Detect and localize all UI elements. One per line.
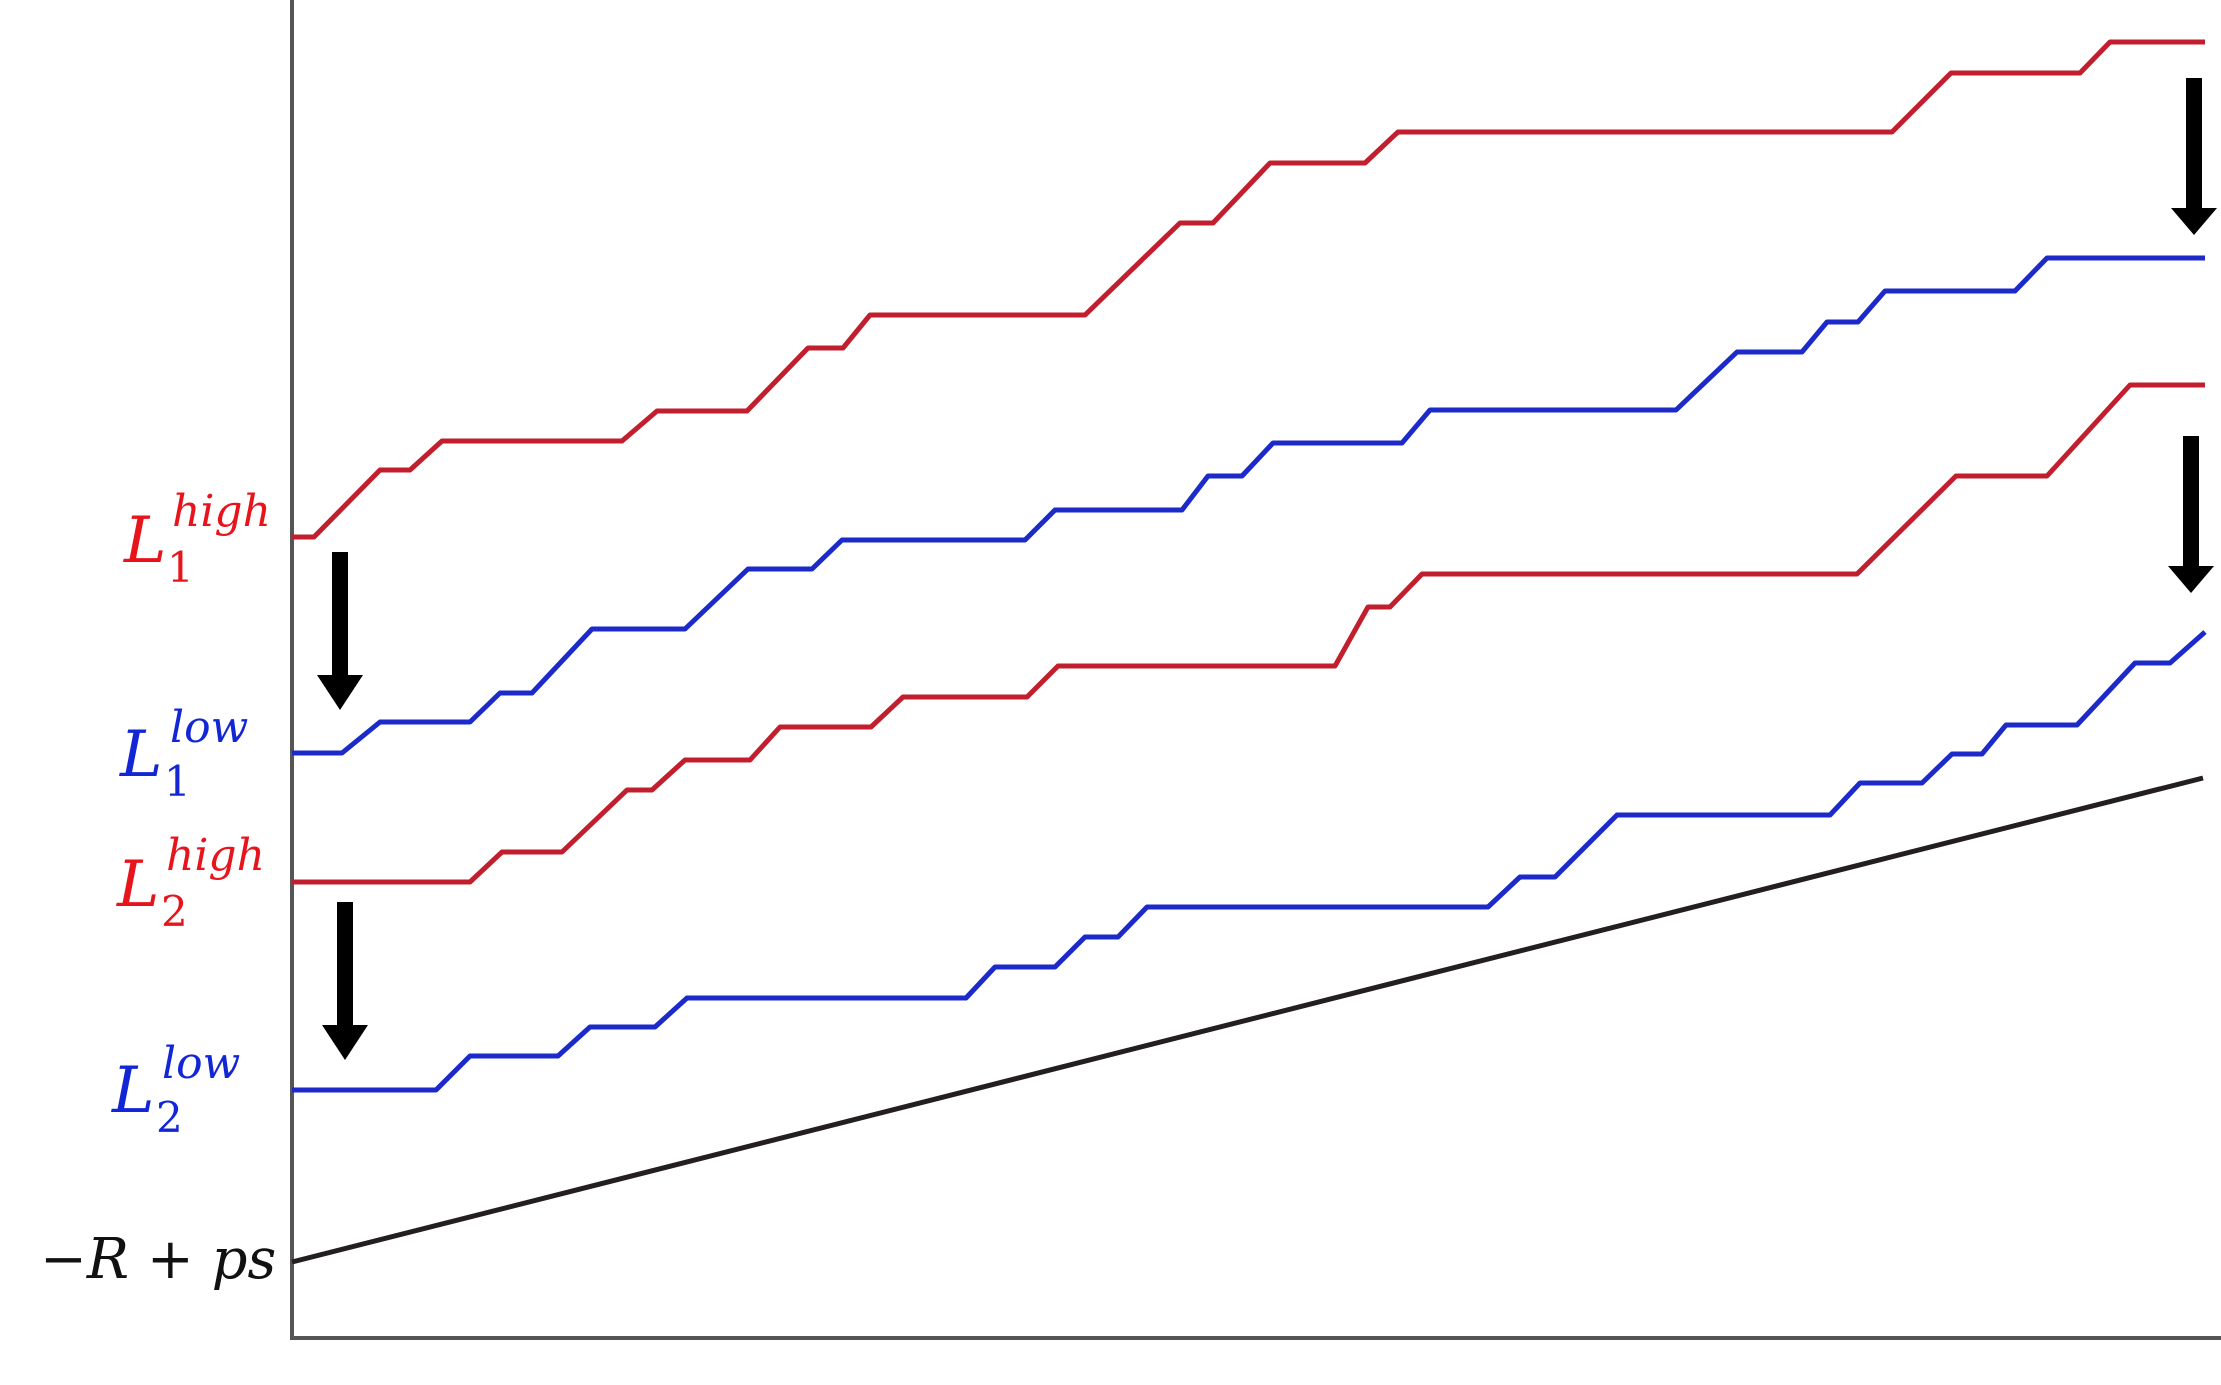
label-l1-high-base: L — [123, 504, 167, 578]
label-l2-high-base: L — [116, 848, 160, 922]
label-l1-low-base: L — [119, 718, 163, 792]
down-arrow-icon — [322, 902, 368, 1060]
label-l1-high: L 1 high — [123, 486, 271, 592]
baseline-line — [291, 775, 2204, 1265]
label-l2-low-base: L — [111, 1054, 155, 1128]
label-l1-low-sup: low — [170, 702, 248, 753]
label-l2-low: L 2 low — [111, 1038, 240, 1142]
label-l1-low: L 1 low — [119, 702, 248, 806]
down-arrow-icon — [317, 552, 363, 710]
label-l2-low-sub: 2 — [156, 1093, 183, 1142]
label-l2-low-sup: low — [162, 1038, 240, 1089]
label-baseline: −R + ps — [40, 1227, 276, 1292]
l1-high-path — [292, 39, 2205, 540]
down-arrow-icon — [2168, 436, 2214, 593]
axes — [290, 0, 2221, 1340]
label-l2-high-sub: 2 — [161, 887, 188, 936]
label-l2-high: L 2 high — [116, 830, 265, 936]
label-l1-high-sup: high — [172, 486, 271, 537]
label-l1-low-sub: 1 — [164, 757, 191, 806]
l1-low-path — [292, 255, 2205, 756]
label-l2-high-sup: high — [166, 830, 265, 881]
label-l1-high-sub: 1 — [167, 543, 194, 592]
down-arrow-icon — [2171, 78, 2217, 235]
l2-low-path — [292, 630, 2207, 1093]
l2-high-path — [292, 382, 2205, 885]
